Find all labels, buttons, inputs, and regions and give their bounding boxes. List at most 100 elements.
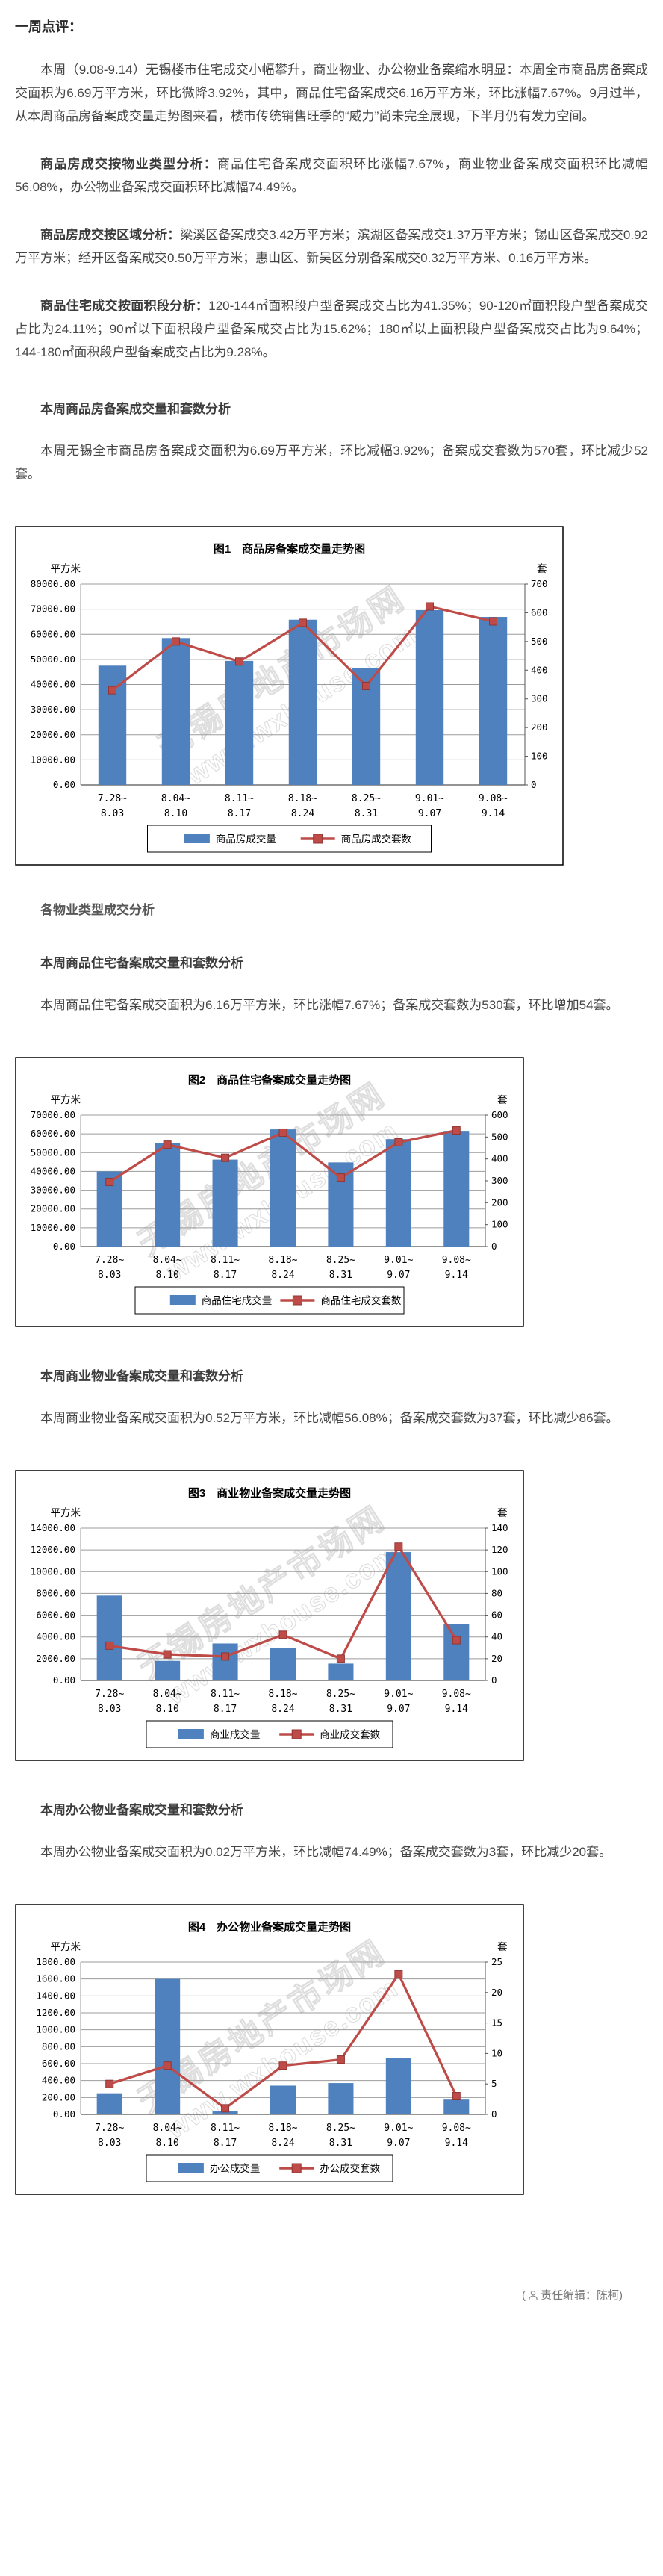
- footer-paren-close: ): [619, 2289, 623, 2302]
- analysis-lead-property-type: 商品房成交按物业类型分析：: [40, 157, 218, 171]
- svg-text:8.18~: 8.18~: [288, 793, 317, 804]
- x-axis-labels: 7.28~ 8.03 8.04~ 8.10 8.11~ 8.17 8.18~ 8.24 8.25…: [98, 793, 508, 819]
- section-paragraph-commodity-housing: 本周无锡全市商品房备案成交面积为6.69万平方米，环比减幅3.92%；备案成交套…: [15, 444, 648, 481]
- gridlines-and-ticks: 0.0010000.0020000.0030000.0040000.005000…: [31, 578, 548, 790]
- svg-text:0.00: 0.00: [53, 2108, 75, 2120]
- svg-text:30000.00: 30000.00: [31, 704, 75, 715]
- svg-text:12000.00: 12000.00: [31, 1544, 75, 1555]
- svg-text:0.00: 0.00: [53, 779, 75, 790]
- svg-text:7.28~: 7.28~: [95, 1689, 124, 1700]
- line-series: [105, 1542, 461, 1663]
- svg-text:500: 500: [531, 636, 548, 647]
- svg-text:8.03: 8.03: [98, 1270, 121, 1281]
- footer-editor-line: (责任编辑：陈柯): [15, 2287, 648, 2303]
- analysis-paragraph-region: 商品房成交按区域分析：梁溪区备案成交3.42万平方米；滨湖区备案成交1.37万平…: [15, 223, 648, 270]
- svg-text:8.24: 8.24: [271, 1704, 294, 1715]
- svg-text:20: 20: [491, 1987, 502, 1998]
- svg-text:商品住宅成交量: 商品住宅成交量: [202, 1294, 273, 1306]
- svg-text:商品房成交套数: 商品房成交套数: [341, 833, 412, 845]
- chart-title: 图1 商品房备案成交量走势图: [214, 542, 365, 556]
- svg-text:400: 400: [531, 664, 548, 675]
- svg-text:8.24: 8.24: [291, 808, 314, 819]
- svg-text:8.18~: 8.18~: [268, 1255, 297, 1266]
- svg-text:25: 25: [491, 1956, 502, 1967]
- svg-text:9.07: 9.07: [387, 1270, 410, 1281]
- svg-text:8.04~: 8.04~: [153, 1255, 182, 1266]
- chart-title: 图2 商品住宅备案成交量走势图: [188, 1073, 351, 1087]
- svg-text:1000.00: 1000.00: [36, 2024, 75, 2035]
- svg-text:8.10: 8.10: [155, 2138, 178, 2149]
- svg-text:20000.00: 20000.00: [31, 729, 75, 740]
- svg-text:8.25~: 8.25~: [352, 793, 381, 804]
- svg-text:9.14: 9.14: [445, 1704, 468, 1715]
- svg-text:1600.00: 1600.00: [36, 1973, 75, 1984]
- analysis-text-property-type: 商品住宅备案成交面积环比涨幅7.67%，商业物业备案成交面积环比减幅56.08%…: [15, 157, 649, 194]
- svg-text:600.00: 600.00: [42, 2058, 75, 2069]
- svg-text:2000.00: 2000.00: [36, 1653, 75, 1664]
- svg-text:9.07: 9.07: [387, 2138, 410, 2149]
- svg-text:9.08~: 9.08~: [479, 793, 508, 804]
- svg-text:8.03: 8.03: [98, 1704, 121, 1715]
- right-axis-unit: 套: [497, 1507, 508, 1518]
- svg-text:8.04~: 8.04~: [161, 793, 190, 804]
- svg-text:60000.00: 60000.00: [31, 628, 75, 639]
- svg-text:8.17: 8.17: [214, 1704, 237, 1715]
- svg-text:8.03: 8.03: [98, 2138, 121, 2149]
- svg-text:0.00: 0.00: [53, 1675, 75, 1686]
- svg-text:7.28~: 7.28~: [98, 793, 127, 804]
- gridlines-and-ticks: 0.00 200.00 400.00 600.00 800.00 1000.00 1200.…: [36, 1956, 502, 2120]
- svg-text:1800.00: 1800.00: [36, 1956, 75, 1967]
- analysis-paragraph-property-type: 商品房成交按物业类型分析：商品住宅备案成交面积环比涨幅7.67%，商业物业备案成…: [15, 152, 648, 199]
- right-axis-unit: 套: [537, 563, 547, 574]
- svg-text:办公成交套数: 办公成交套数: [320, 2162, 380, 2174]
- svg-text:600: 600: [491, 1109, 508, 1120]
- svg-text:20: 20: [491, 1653, 502, 1664]
- section-paragraph-commercial: 本周商业物业备案成交面积为0.52万平方米，环比减幅56.08%；备案成交套数为…: [40, 1411, 619, 1425]
- analysis-text-area-segment: 120-144㎡面积段户型备案成交占比为41.35%；90-120㎡面积段户型备…: [15, 299, 649, 359]
- group-heading-property-types: 各物业类型成交分析: [40, 903, 155, 917]
- svg-text:40000.00: 40000.00: [31, 679, 75, 690]
- svg-text:600: 600: [531, 606, 548, 618]
- svg-text:4000.00: 4000.00: [36, 1631, 75, 1642]
- legend: 商业成交量 商业成交套数: [146, 1720, 393, 1748]
- x-axis-labels: 7.28~ 8.03 8.04~ 8.10 8.11~ 8.17 8.18~ 8.24 8.25…: [95, 1689, 471, 1715]
- svg-text:0.00: 0.00: [53, 1241, 75, 1252]
- svg-text:9.08~: 9.08~: [442, 2123, 471, 2134]
- report-page: 一周点评： 本周（9.08-9.14）无锡楼市住宅成交小幅攀升，商业物业、办公物…: [15, 16, 648, 2303]
- svg-text:60: 60: [491, 1610, 502, 1621]
- svg-text:800.00: 800.00: [42, 2040, 75, 2052]
- svg-text:300: 300: [491, 1175, 508, 1186]
- svg-text:8.17: 8.17: [214, 1270, 237, 1281]
- section-paragraph-office: 本周办公物业备案成交面积为0.02万平方米，环比减幅74.49%；备案成交套数为…: [40, 1845, 612, 1859]
- svg-text:60000.00: 60000.00: [31, 1128, 75, 1139]
- svg-text:30000.00: 30000.00: [31, 1185, 75, 1196]
- svg-text:9.14: 9.14: [445, 2138, 468, 2149]
- right-axis-unit: 套: [497, 1941, 508, 1952]
- footer-paren-open: (: [521, 2289, 526, 2302]
- gridlines-and-ticks: 0.0010000.0020000.0030000.0040000.005000…: [31, 1109, 508, 1252]
- svg-text:9.14: 9.14: [445, 1270, 468, 1281]
- svg-text:8.17: 8.17: [228, 808, 251, 819]
- svg-text:7.28~: 7.28~: [95, 1255, 124, 1266]
- svg-text:9.14: 9.14: [482, 808, 505, 819]
- intro-paragraph: 本周（9.08-9.14）无锡楼市住宅成交小幅攀升，商业物业、办公物业备案缩水明…: [15, 63, 648, 123]
- svg-text:商业成交套数: 商业成交套数: [320, 1728, 380, 1740]
- analysis-paragraph-area-segment: 商品住宅成交按面积段分析：120-144㎡面积段户型备案成交占比为41.35%；…: [15, 294, 648, 364]
- svg-text:9.01~: 9.01~: [384, 1255, 413, 1266]
- svg-text:0: 0: [491, 2108, 497, 2120]
- left-axis-unit: 平方米: [51, 563, 81, 574]
- svg-text:8.31: 8.31: [329, 2138, 352, 2149]
- svg-text:8.10: 8.10: [164, 808, 187, 819]
- svg-text:120: 120: [491, 1544, 508, 1555]
- svg-text:8.17: 8.17: [214, 2138, 237, 2149]
- bar-series: [98, 609, 508, 785]
- svg-text:商品住宅成交套数: 商品住宅成交套数: [320, 1294, 401, 1306]
- svg-text:10000.00: 10000.00: [31, 1222, 75, 1233]
- svg-text:400.00: 400.00: [42, 2075, 75, 2086]
- legend: 商品房成交量 商品房成交套数: [147, 825, 432, 853]
